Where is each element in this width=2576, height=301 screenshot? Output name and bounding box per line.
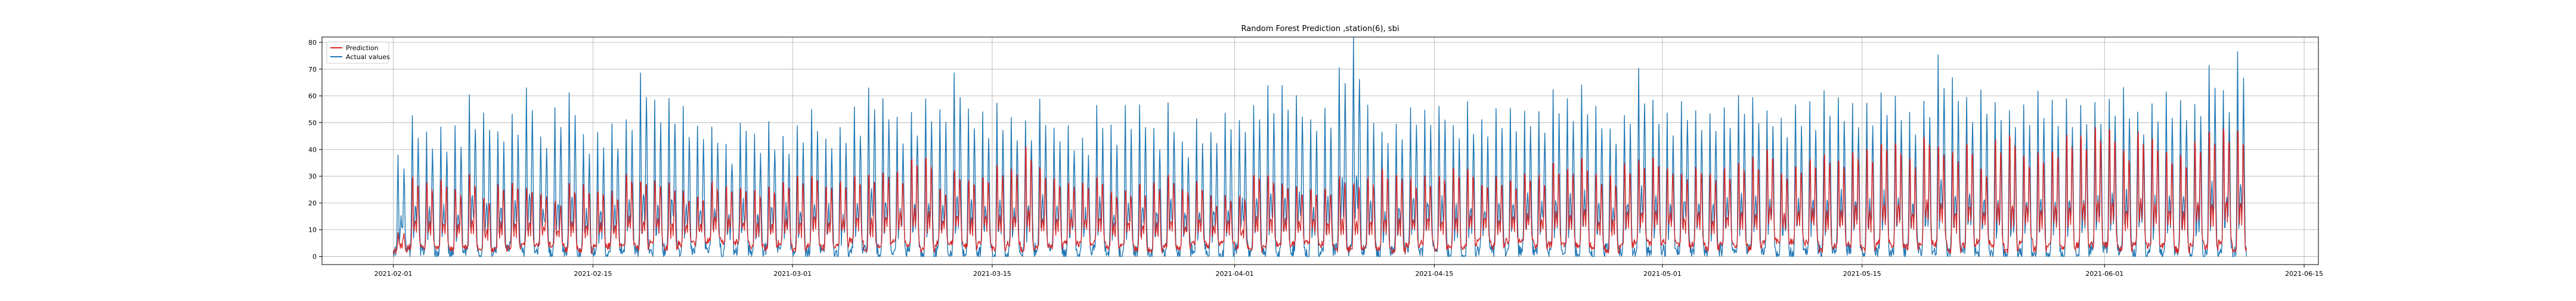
x-tick-label: 2021-02-01 [374, 270, 413, 278]
plot-lines [392, 37, 2247, 257]
legend-label-actual-values: Actual values [346, 53, 390, 61]
y-tick-label: 10 [308, 226, 317, 234]
chart-title: Random Forest Prediction ,station(6), sb… [1241, 24, 1400, 33]
x-tick-label: 2021-05-01 [1643, 270, 1682, 278]
x-tick-label: 2021-06-01 [2085, 270, 2123, 278]
series-line-prediction [392, 127, 2247, 254]
y-tick-label: 70 [308, 66, 317, 73]
y-tick-label: 20 [308, 199, 317, 207]
x-tick-label: 2021-06-15 [2285, 270, 2323, 278]
legend-label-prediction: Prediction [346, 44, 379, 52]
x-tick-label: 2021-02-15 [574, 270, 612, 278]
x-tick-label: 2021-04-01 [1216, 270, 1254, 278]
x-tick-label: 2021-03-01 [773, 270, 812, 278]
y-tick-label: 60 [308, 93, 317, 100]
legend: Prediction Actual values [326, 41, 390, 64]
y-tick-label: 80 [308, 39, 317, 47]
y-tick-label: 50 [308, 119, 317, 127]
y-tick-label: 30 [308, 173, 317, 180]
x-tick-label: 2021-05-15 [1843, 270, 1881, 278]
y-tick-label: 0 [312, 253, 317, 261]
plot-area-frame [321, 36, 2319, 265]
x-tick-label: 2021-03-15 [973, 270, 1011, 278]
axis-ticks: 2021-02-01 2021-02-15 2021-03-01 2021-03-15… [308, 39, 2323, 278]
x-tick-label: 2021-04-15 [1415, 270, 1453, 278]
y-tick-label: 40 [308, 146, 317, 153]
